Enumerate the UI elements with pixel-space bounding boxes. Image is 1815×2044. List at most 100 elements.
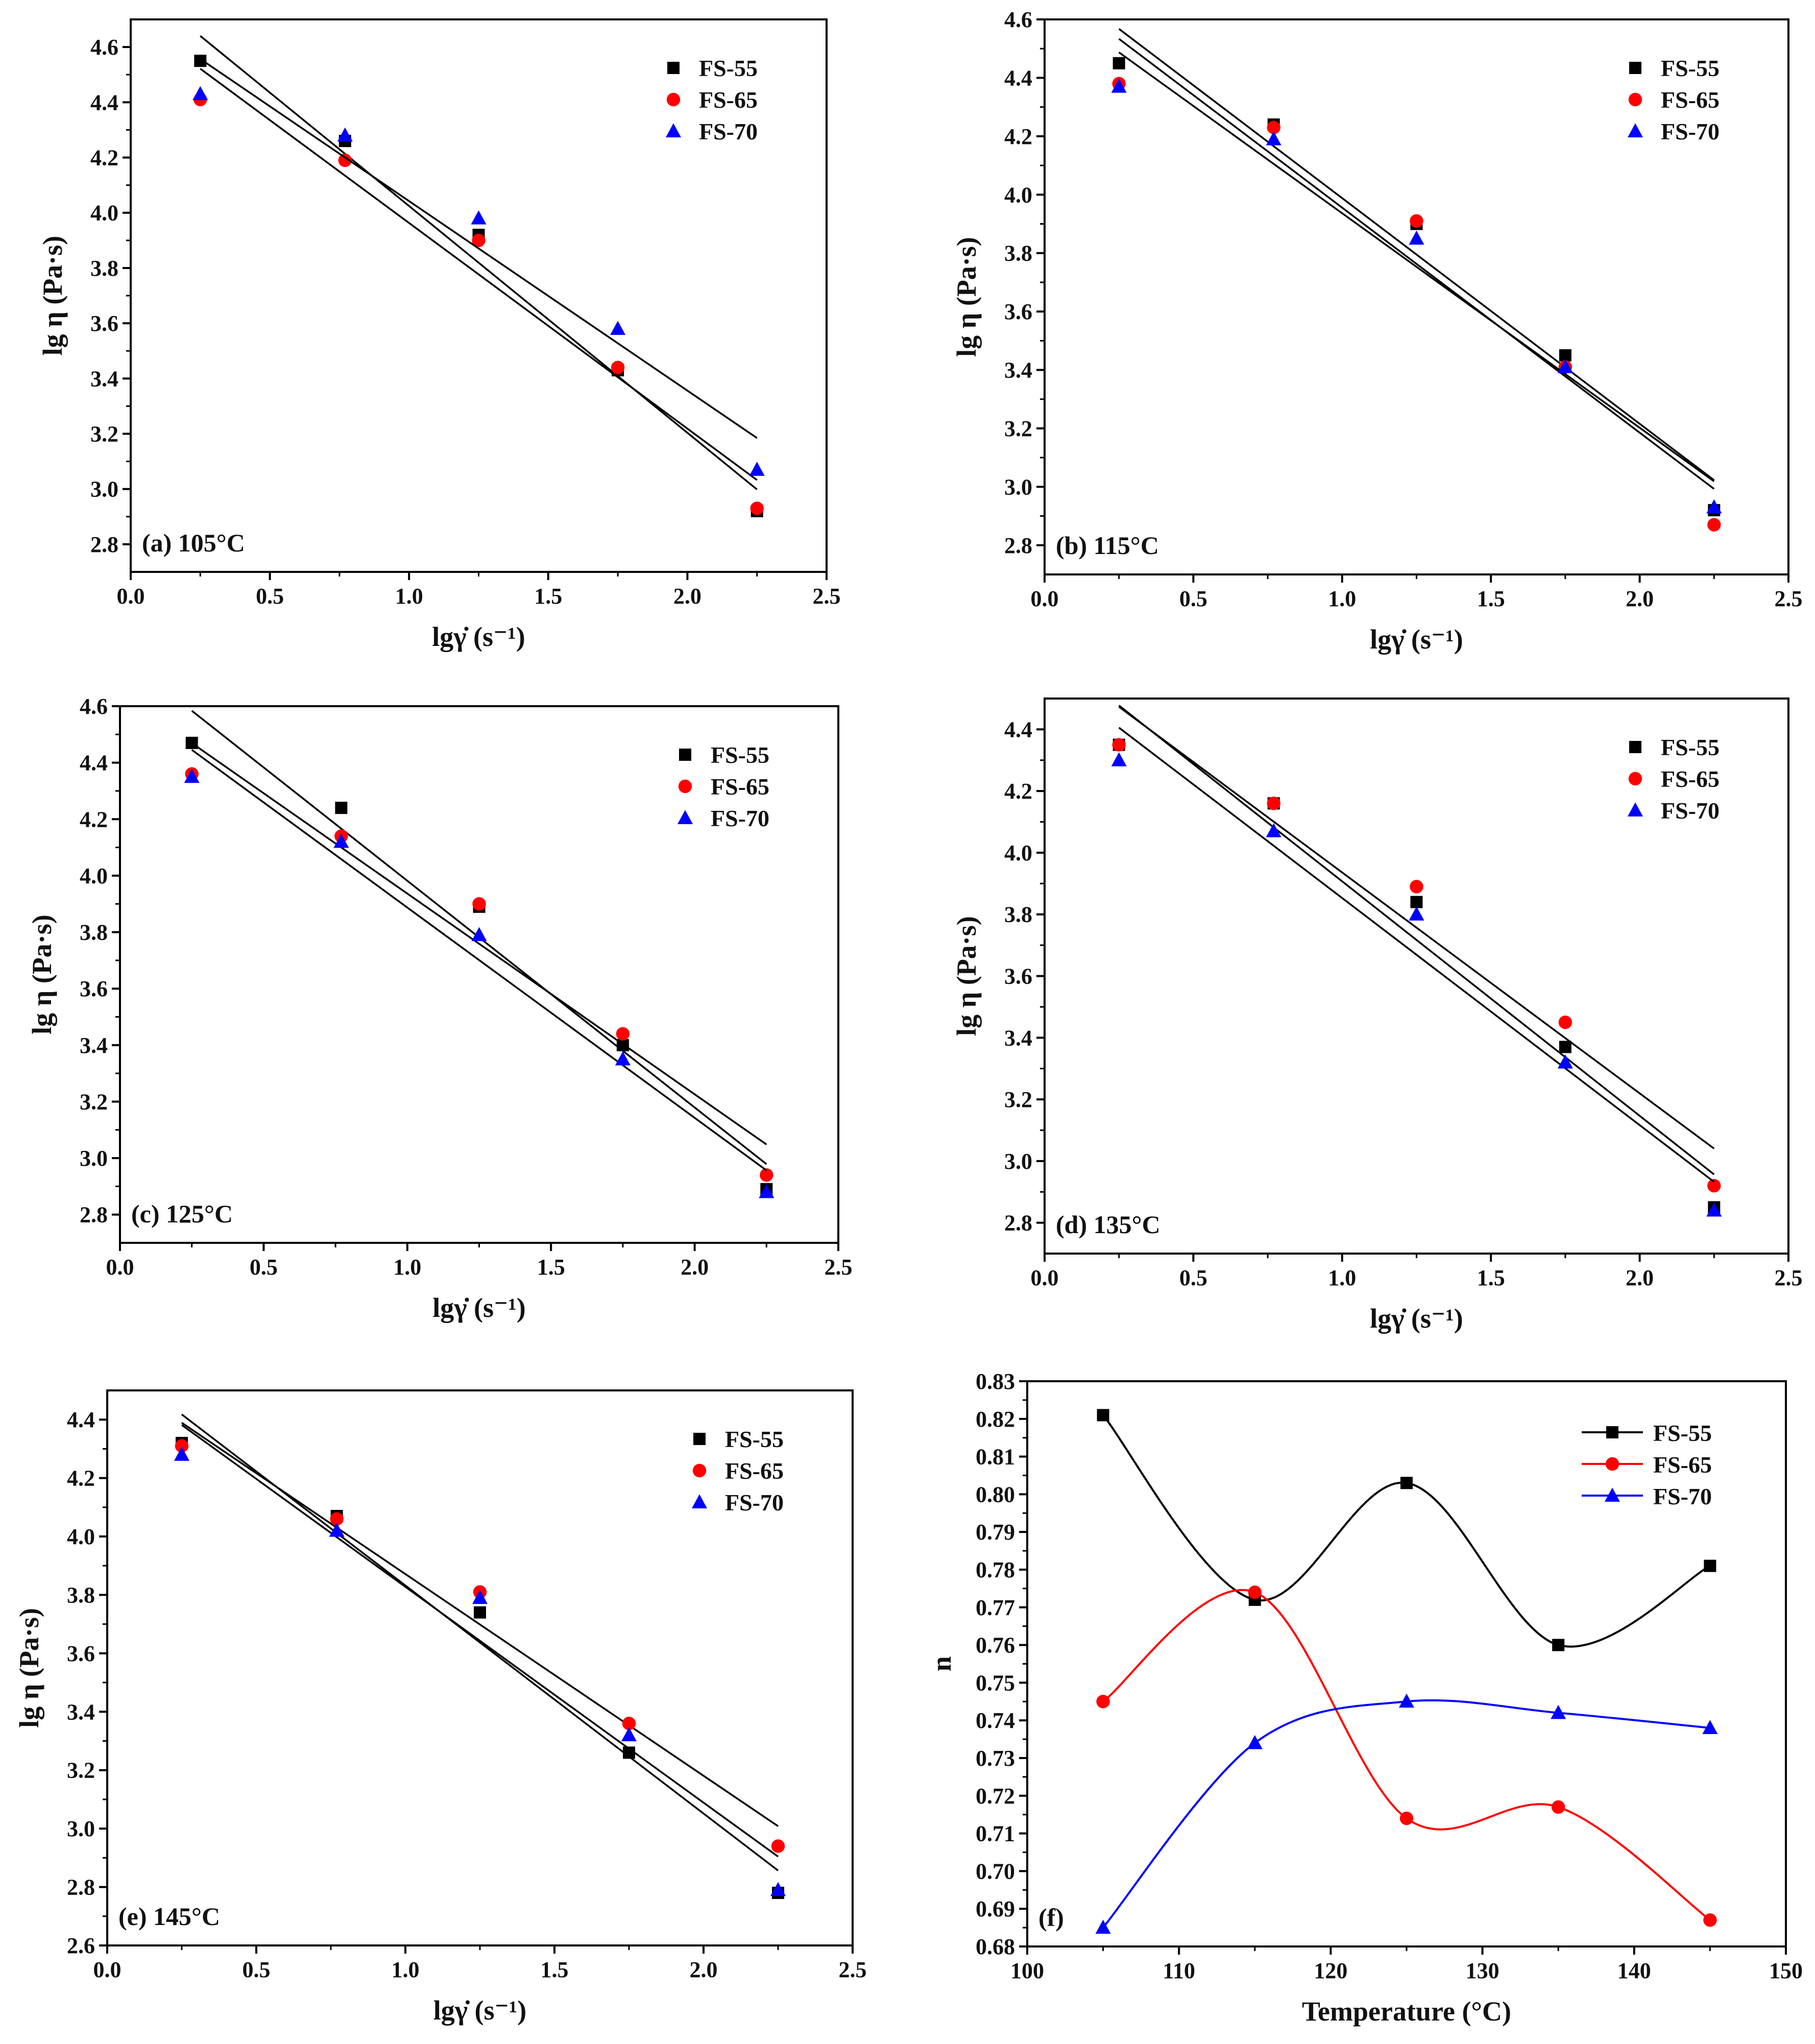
- data-point-fs-70: [1111, 752, 1127, 766]
- y-tick-label: 3.2: [67, 1758, 95, 1783]
- legend-item-fs-55: FS-55: [1629, 55, 1720, 81]
- legend-marker: [667, 62, 680, 74]
- legend-label: FS-65: [1661, 87, 1720, 113]
- legend-label: FS-55: [711, 742, 769, 768]
- data-point-fs-70: [749, 462, 765, 476]
- legend-label: FS-70: [1661, 118, 1720, 145]
- y-tick-label: 0.81: [976, 1445, 1015, 1470]
- legend-label: FS-70: [699, 118, 758, 145]
- y-tick-label: 0.75: [976, 1670, 1015, 1695]
- data-point-fs-55: [1552, 1639, 1565, 1651]
- y-tick-label: 0.83: [976, 1369, 1015, 1394]
- y-tick-label: 0.74: [976, 1708, 1015, 1733]
- legend-label: FS-55: [1661, 734, 1720, 760]
- y-tick-label: 3.8: [67, 1582, 95, 1607]
- y-tick-label: 0.70: [976, 1859, 1015, 1884]
- data-point-fs-70: [174, 1447, 189, 1461]
- chart-panel-c: 0.0 0.5 1.0 1.5 2.0 2.5 2.8 3.0 3.2 3.4 3.6 3.8 4.0 4…: [27, 694, 853, 1323]
- legend-label: FS-65: [699, 87, 758, 113]
- data-point-fs-70: [1399, 1693, 1414, 1708]
- data-point-fs-70: [615, 1051, 631, 1066]
- data-point-fs-65: [175, 1439, 189, 1453]
- series-fs-70: [1095, 1693, 1718, 1934]
- legend-label: FS-65: [711, 774, 769, 800]
- data-point-fs-70: [1409, 906, 1424, 921]
- y-tick-label: 0.73: [976, 1746, 1015, 1771]
- data-point-fs-65: [750, 501, 764, 515]
- y-tick-label: 2.8: [1004, 1211, 1032, 1236]
- data-point-fs-65: [1410, 214, 1423, 228]
- legend-item-fs-55: FS-55: [1582, 1420, 1712, 1446]
- y-axis-label: lg η (Pa·s): [951, 237, 982, 357]
- y-tick-label: 4.0: [1004, 840, 1032, 865]
- legend-marker: [1605, 1457, 1619, 1471]
- y-tick-label: 3.6: [67, 1641, 95, 1666]
- x-tick-label: 0.5: [1179, 1265, 1207, 1290]
- x-tick-label: 1.5: [534, 584, 562, 609]
- data-point-fs-65: [1267, 121, 1280, 134]
- y-tick-label: 3.0: [67, 1816, 95, 1841]
- data-point-fs-55: [1704, 1559, 1716, 1572]
- fit-line-fs-65: [181, 1422, 779, 1827]
- x-tick-label: 0.0: [117, 584, 145, 609]
- x-tick-label: 0.5: [243, 1957, 271, 1982]
- data-point-fs-70: [471, 927, 487, 942]
- x-tick-label: 1.0: [395, 584, 423, 609]
- legend-item-fs-70: FS-70: [1628, 118, 1720, 145]
- x-tick-label: 2.0: [690, 1957, 718, 1982]
- x-tick-label: 150: [1769, 1958, 1803, 1983]
- panel-label: (d) 135°C: [1056, 1210, 1160, 1239]
- y-tick-label: 3.8: [1004, 902, 1032, 927]
- legend-label: FS-55: [699, 55, 758, 81]
- y-axis-label: lg η (Pa·s): [14, 1608, 44, 1728]
- y-tick-label: 2.8: [90, 532, 118, 557]
- fit-line-fs-65: [191, 742, 767, 1145]
- y-tick-label: 4.2: [1004, 124, 1032, 149]
- data-point-fs-70: [192, 86, 208, 101]
- legend-marker: [1628, 802, 1643, 816]
- fit-line-fs-70: [191, 749, 767, 1171]
- x-tick-label: 0.5: [250, 1255, 278, 1280]
- x-tick-label: 0.0: [106, 1255, 134, 1280]
- y-tick-label: 3.4: [1004, 358, 1032, 383]
- y-tick-label: 4.2: [67, 1466, 95, 1491]
- y-tick-label: 4.0: [90, 201, 118, 226]
- x-tick-label: 1.5: [541, 1957, 569, 1982]
- fit-line-fs-65: [200, 68, 758, 481]
- fit-line-fs-70: [200, 58, 758, 439]
- data-point-fs-65: [472, 897, 486, 911]
- series-fs-65: [175, 1422, 785, 1853]
- legend-marker: [666, 92, 681, 107]
- x-tick-label: 2.0: [1626, 1265, 1654, 1290]
- y-tick-label: 2.8: [1004, 533, 1032, 558]
- y-tick-label: 2.8: [80, 1203, 108, 1228]
- y-tick-label: 3.8: [80, 920, 108, 945]
- x-tick-label: 2.0: [1626, 586, 1654, 611]
- legend-label: FS-55: [1653, 1420, 1712, 1446]
- y-tick-label: 4.0: [80, 863, 108, 888]
- y-tick-label: 3.6: [80, 976, 108, 1001]
- data-point-fs-70: [337, 127, 353, 142]
- fit-line-fs-55: [1118, 705, 1715, 1175]
- data-point-fs-70: [759, 1184, 775, 1198]
- panel-label: (e) 145°C: [118, 1902, 220, 1931]
- y-axis-label: lg η (Pa·s): [951, 916, 982, 1036]
- data-point-fs-65: [1703, 1913, 1717, 1927]
- y-tick-label: 3.2: [1004, 1087, 1032, 1112]
- fit-line-fs-65: [1118, 706, 1715, 1149]
- y-tick-label: 4.4: [80, 751, 108, 776]
- series-fs-55: [194, 35, 763, 517]
- legend-marker: [1628, 92, 1642, 107]
- data-point-fs-70: [184, 768, 200, 783]
- legend-item-fs-65: FS-65: [1628, 766, 1720, 792]
- series-fs-65: [1112, 706, 1721, 1193]
- y-axis-label: lg η (Pa·s): [37, 236, 68, 356]
- data-point-fs-55: [185, 736, 198, 749]
- y-tick-label: 0.71: [976, 1821, 1015, 1846]
- legend-item-fs-65: FS-65: [692, 1458, 784, 1484]
- y-tick-label: 3.8: [1004, 241, 1032, 266]
- legend-item-fs-70: FS-70: [1628, 798, 1720, 824]
- y-tick-label: 3.2: [1004, 416, 1032, 441]
- x-axis-label: Temperature (°C): [1302, 1996, 1511, 2027]
